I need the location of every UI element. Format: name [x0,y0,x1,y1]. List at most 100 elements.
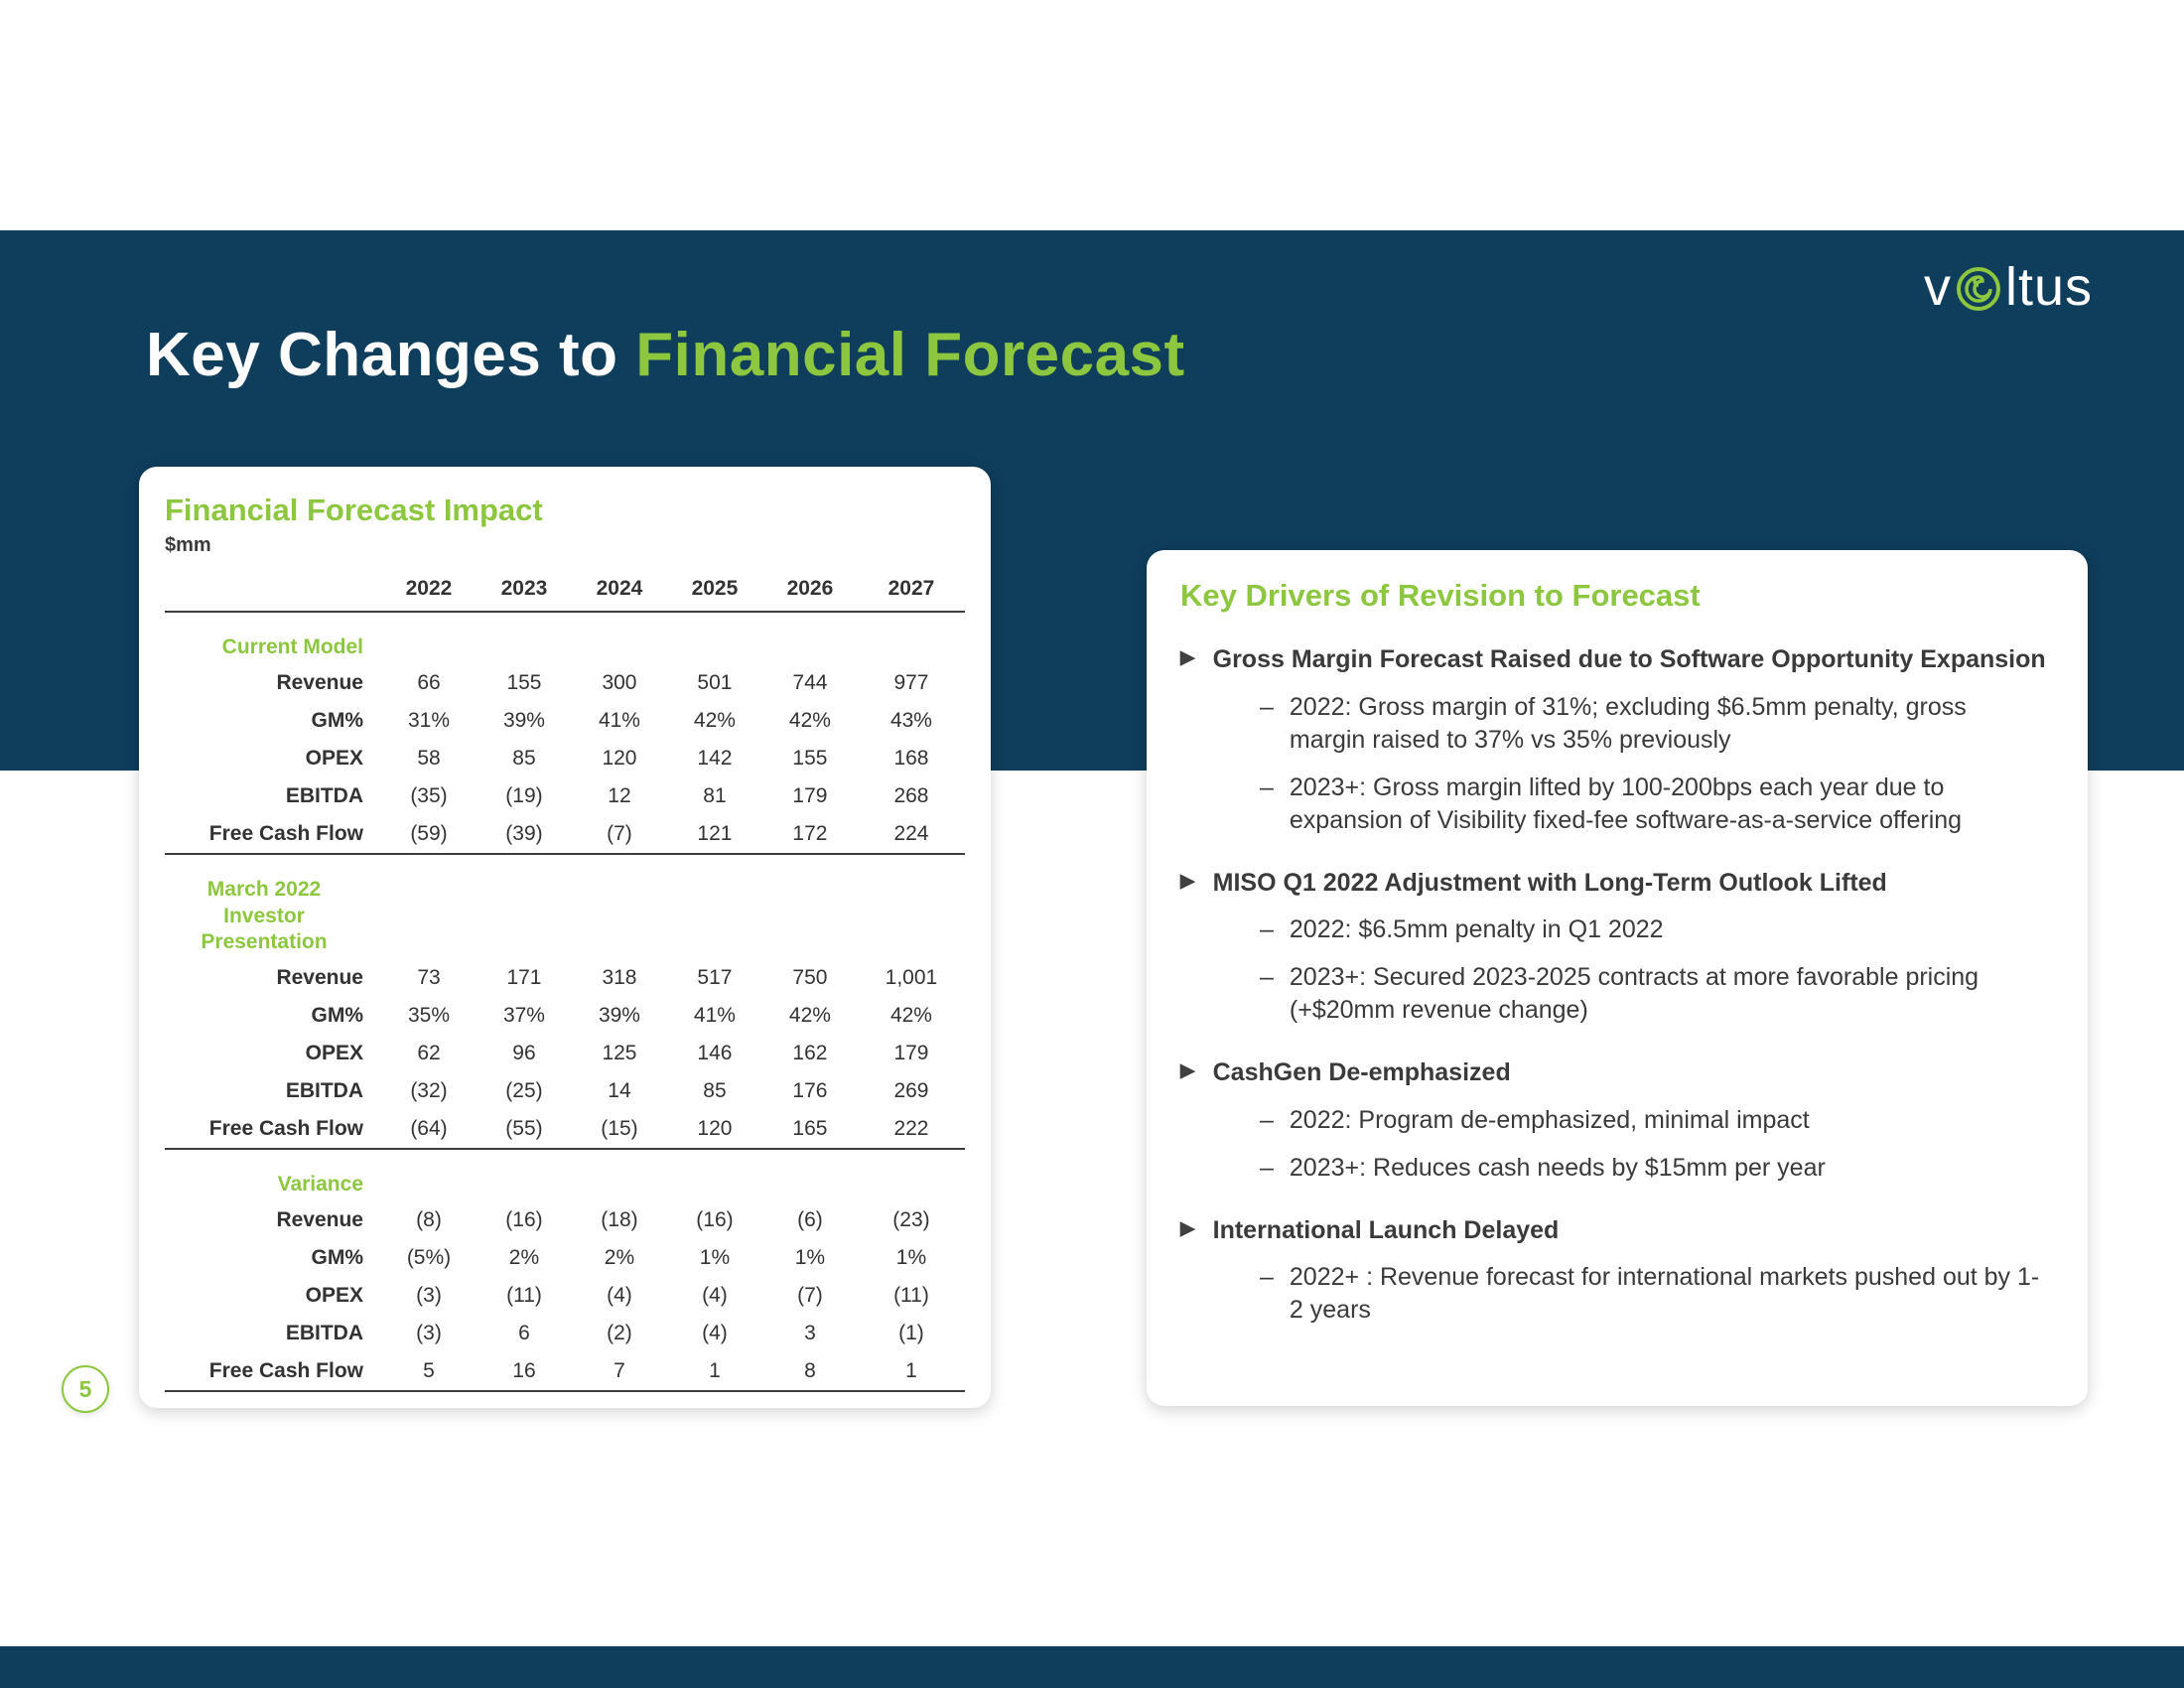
section-label: Variance [277,1173,363,1196]
driver-title: CashGen De-emphasized [1212,1058,1511,1086]
driver-title-row: ▶ MISO Q1 2022 Adjustment with Long-Term … [1180,867,2054,900]
section-label: Current Model [221,635,363,658]
table-row: EBITDA (35) (19) 12 81 179 268 [165,777,965,815]
label-column-header [165,569,381,612]
table-cell: 120 [697,1117,733,1140]
year-header: 2027 [887,577,935,600]
row-label: EBITDA [285,784,363,808]
table-row: OPEX 58 85 120 142 155 168 [165,740,965,777]
year-header: 2022 [405,577,453,600]
table-cell: 66 [417,671,441,695]
table-cell: (35) [410,784,448,808]
row-label: Free Cash Flow [208,822,363,846]
table-card-heading: Financial Forecast Impact [165,492,543,527]
table-cell: 37% [502,1004,545,1027]
table-row: EBITDA (3) 6 (2) (4) 3 (1) [165,1315,965,1352]
table-cell: 155 [506,671,542,695]
table-row: Free Cash Flow 5 16 7 1 8 1 [165,1352,965,1392]
table-cell: (16) [696,1208,734,1232]
driver-title-row: ▶ Gross Margin Forecast Raised due to Sof… [1180,643,2054,676]
bullet-triangle-icon: ▶ [1180,870,1195,892]
bullet-triangle-icon: ▶ [1180,1217,1195,1239]
section-label-row: Variance [165,1149,965,1201]
driver-subitem: –2023+: Secured 2023-2025 contracts at m… [1260,961,2054,1027]
table-row: EBITDA (32) (25) 14 85 176 269 [165,1072,965,1110]
table-cell: (32) [410,1079,448,1102]
driver-title-row: ▶ CashGen De-emphasized [1180,1056,2054,1089]
dash-bullet: – [1260,915,1274,943]
dash-bullet: – [1260,1153,1274,1182]
table-cell: (2) [607,1322,632,1345]
year-header: 2023 [500,577,548,600]
table-cell: 168 [893,747,929,771]
table-cell: 165 [792,1117,828,1140]
table-cell: (4) [702,1322,728,1345]
driver-subitem-text: 2022: Program de-emphasized, minimal imp… [1289,1105,1810,1134]
row-label: Revenue [276,966,363,989]
row-label: OPEX [305,1284,363,1308]
table-cell: (39) [505,822,543,846]
dash-bullet: – [1260,773,1274,801]
forecast-table: 2022 2023 2024 2025 2026 2027 Current Model Rev… [165,569,965,1392]
table-cell: 2% [604,1246,635,1270]
footer-band [0,1646,2184,1688]
driver-subitem: –2022: Program de-emphasized, minimal im… [1260,1104,2054,1137]
table-cell: 41% [598,709,640,733]
table-cell: (7) [797,1284,823,1308]
table-cell: (8) [416,1208,442,1232]
row-label: EBITDA [285,1322,363,1345]
driver-subitem: –2023+: Reduces cash needs by $15mm per … [1260,1152,2054,1185]
table-row: OPEX 62 96 125 146 162 179 [165,1035,965,1072]
dash-bullet: – [1260,963,1274,991]
driver-subitem: –2022+ : Revenue forecast for internatio… [1260,1261,2054,1327]
driver-subitem-text: 2022: $6.5mm penalty in Q1 2022 [1289,915,1664,943]
row-label: GM% [311,1004,364,1027]
driver-subitem: –2022: $6.5mm penalty in Q1 2022 [1260,914,2054,946]
bullet-triangle-icon: ▶ [1180,1060,1195,1081]
table-cell: 12 [608,784,631,808]
table-cell: 5 [423,1359,435,1383]
driver-subitem-text: 2023+: Secured 2023-2025 contracts at mo… [1289,963,1979,1024]
table-cell: (5%) [406,1246,452,1270]
vortex-eye-icon [1956,267,2000,311]
driver-subitem: –2022: Gross margin of 31%; excluding $6… [1260,691,2054,757]
dash-bullet: – [1260,1105,1274,1134]
table-cell: 39% [598,1004,640,1027]
table-cell: (23) [892,1208,930,1232]
table-cell: 1% [794,1246,826,1270]
drivers-list: ▶ Gross Margin Forecast Raised due to Sof… [1180,643,2054,1327]
table-row: GM% 35% 37% 39% 41% 42% 42% [165,997,965,1035]
table-cell: 8 [804,1359,816,1383]
table-cell: 179 [792,784,828,808]
table-cell: (1) [898,1322,924,1345]
table-cell: (18) [601,1208,638,1232]
table-row: Revenue (8) (16) (18) (16) (6) (23) [165,1201,965,1239]
page-title: Key Changes to Financial Forecast [146,320,1185,390]
table-cell: 224 [893,822,929,846]
table-cell: 35% [407,1004,450,1027]
row-label: Revenue [276,671,363,695]
table-cell: 41% [693,1004,736,1027]
logo-text-post: ltus [2004,257,2093,317]
year-header: 2024 [596,577,643,600]
table-cell: (11) [506,1284,542,1308]
section-label: March 2022 Investor Presentation [201,878,328,953]
table-cell: 42% [788,709,831,733]
table-row: OPEX (3) (11) (4) (4) (7) (11) [165,1277,965,1315]
driver-subitem: –2023+: Gross margin lifted by 100-200bp… [1260,772,2054,837]
table-cell: 269 [893,1079,929,1102]
page-number: 5 [78,1375,92,1402]
table-cell: 300 [602,671,637,695]
table-cell: 73 [417,966,441,989]
table-cell: 31% [407,709,450,733]
table-row: GM% (5%) 2% 2% 1% 1% 1% [165,1239,965,1277]
table-cell: 3 [804,1322,816,1345]
table-unit-label: $mm [165,534,211,556]
row-label: Free Cash Flow [208,1117,363,1140]
row-label: EBITDA [285,1079,363,1102]
title-green-part: Financial Forecast [635,321,1185,389]
row-label: OPEX [305,1042,363,1064]
table-cell: (4) [607,1284,632,1308]
key-drivers-card: Key Drivers of Revision to Forecast ▶ Gro… [1147,550,2088,1406]
